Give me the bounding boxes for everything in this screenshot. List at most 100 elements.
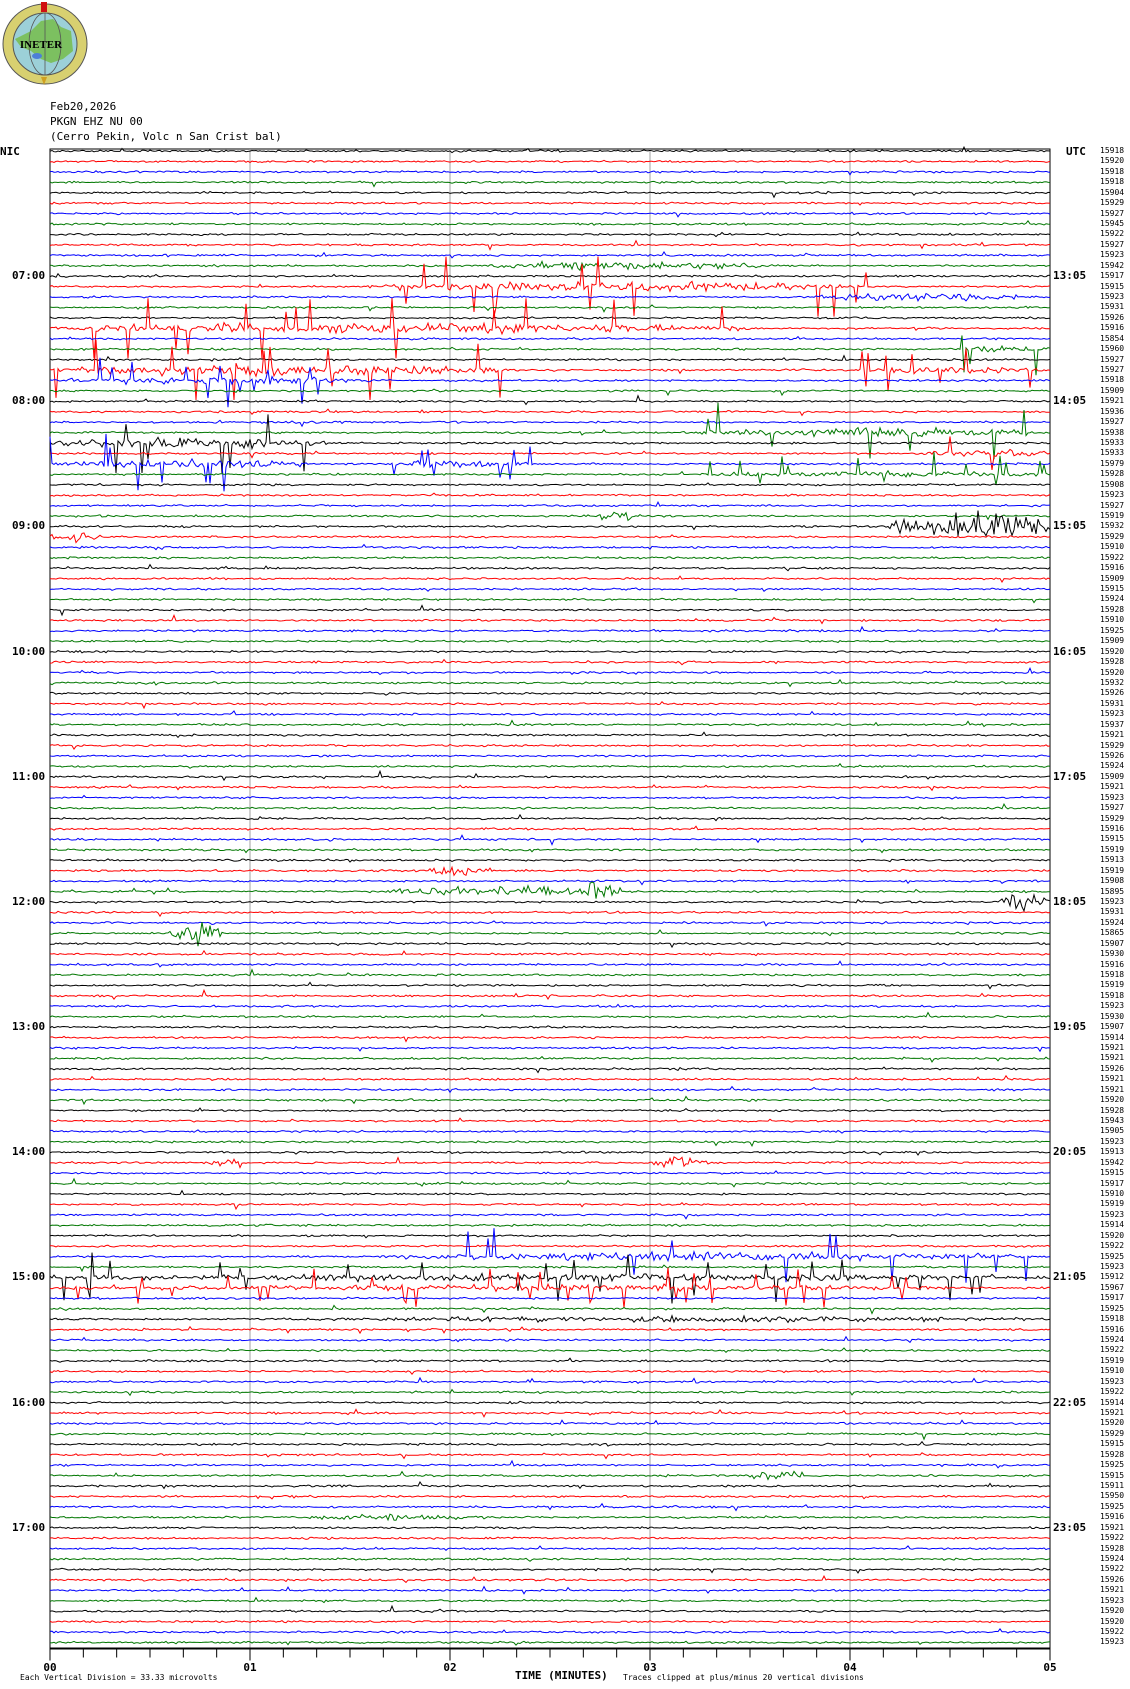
trace-row-21: [49, 339, 1051, 401]
trace-row-87: [49, 1055, 1051, 1063]
row-value-label: 15928: [1100, 1449, 1125, 1459]
row-value-label: 15930: [1100, 1011, 1125, 1021]
row-value-label: 15924: [1100, 1335, 1125, 1345]
station-label: (Cerro Pekin, Volc n San Crist bal): [50, 130, 282, 143]
x-tick-label: 03: [643, 1661, 657, 1675]
row-value-label: 15917: [1100, 1293, 1125, 1303]
row-value-label: 15922: [1100, 1533, 1125, 1543]
row-value-label: 15919: [1100, 511, 1125, 521]
row-value-label: 15920: [1100, 1095, 1125, 1105]
utc-time-label: 18:05: [1053, 894, 1087, 908]
trace-row-16: [49, 316, 1051, 320]
row-value-label: 15916: [1100, 563, 1125, 573]
row-value-label: 15923: [1100, 1001, 1125, 1011]
trace-row-63: [49, 803, 1051, 810]
trace-row-85: [49, 1035, 1051, 1043]
row-value-label: 15927: [1100, 365, 1125, 375]
trace-row-55: [49, 719, 1050, 728]
row-value-label: 15938: [1100, 427, 1125, 437]
row-value-label: 15910: [1100, 1189, 1125, 1198]
row-value-label: 15915: [1100, 584, 1125, 594]
trace-row-123: [49, 1432, 1051, 1441]
row-value-label: 15926: [1100, 750, 1125, 760]
row-value-label: 15923: [1100, 896, 1125, 906]
trace-row-77: [49, 949, 1051, 957]
row-value-label: 15920: [1100, 646, 1125, 656]
utc-time-label: 17:05: [1053, 769, 1087, 783]
trace-row-128: [49, 1480, 1051, 1490]
trace-row-93: [49, 1117, 1051, 1123]
trace-row-132: [49, 1525, 1051, 1530]
trace-row-46: [49, 625, 1051, 633]
row-value-label: 15979: [1100, 458, 1125, 468]
trace-row-25: [49, 408, 1050, 417]
trace-row-114: [49, 1335, 1051, 1344]
row-value-label: 15918: [1100, 969, 1125, 979]
trace-row-125: [49, 1452, 1051, 1460]
row-value-label: 15920: [1100, 667, 1125, 677]
trace-row-56: [49, 731, 1050, 739]
row-value-label: 15909: [1100, 771, 1125, 781]
trace-row-100: [49, 1189, 1051, 1196]
trace-row-72: [49, 892, 1051, 913]
trace-row-130: [49, 1502, 1051, 1512]
utc-time-label: 20:05: [1053, 1145, 1087, 1159]
trace-row-60: [49, 769, 1051, 782]
row-value-label: 15925: [1100, 1501, 1125, 1511]
row-value-label: 15932: [1100, 677, 1125, 687]
ineter-logo: INETER: [2, 2, 88, 85]
trace-row-61: [49, 784, 1051, 792]
row-value-label: 15895: [1100, 886, 1125, 896]
row-value-label: 15942: [1100, 260, 1125, 270]
row-value-label: 15928: [1100, 657, 1125, 667]
utc-time-label: 16:05: [1053, 644, 1087, 658]
x-tick-label: 00: [43, 1661, 57, 1675]
row-value-label: 15913: [1100, 1147, 1125, 1157]
row-value-label: 15924: [1100, 917, 1125, 927]
row-value-label: 15936: [1100, 406, 1125, 416]
row-value-label: 15919: [1100, 1355, 1125, 1365]
clip-note: Traces clipped at plus/minus 20 vertical…: [623, 1673, 864, 1682]
row-value-label: 15960: [1100, 344, 1125, 354]
row-value-label: 15927: [1100, 354, 1125, 364]
row-value-label: 15925: [1100, 1460, 1125, 1470]
row-value-label: 15916: [1100, 323, 1125, 333]
row-value-label: 15967: [1100, 1282, 1125, 1292]
row-value-label: 15920: [1100, 1418, 1125, 1428]
x-tick-label: 04: [843, 1661, 857, 1675]
trace-row-71: [49, 881, 1051, 899]
trace-row-34: [49, 500, 1051, 508]
trace-row-39: [49, 556, 1051, 560]
row-value-label: 15909: [1100, 636, 1125, 646]
row-value-label: 15904: [1100, 187, 1125, 197]
row-value-label: 15920: [1100, 1606, 1125, 1616]
trace-row-32: [49, 482, 1051, 487]
trace-row-139: [49, 1596, 1051, 1604]
trace-row-127: [49, 1470, 1051, 1481]
trace-row-83: [49, 1011, 1051, 1019]
trace-row-59: [49, 762, 1051, 769]
row-value-label: 15927: [1100, 803, 1125, 813]
row-value-label: 15923: [1100, 1262, 1125, 1271]
nic-time-label: 13:00: [12, 1020, 46, 1034]
row-value-label: 15865: [1100, 928, 1125, 938]
trace-row-4: [49, 190, 1051, 199]
row-value-label: 15916: [1100, 1512, 1125, 1522]
trace-row-108: [49, 1252, 1051, 1304]
utc-time-label: 13:05: [1053, 269, 1087, 283]
trace-row-0: [49, 145, 1051, 154]
trace-row-65: [49, 825, 1051, 831]
row-value-label: 15928: [1100, 1543, 1125, 1553]
row-value-label: 15923: [1100, 792, 1125, 802]
nic-time-label: 12:00: [12, 894, 46, 908]
utc-time-label: 23:05: [1053, 1520, 1087, 1534]
row-value-label: 15914: [1100, 1220, 1125, 1230]
trace-row-104: [49, 1233, 1051, 1239]
scale-note: Each Vertical Division = 33.33 microvolt…: [20, 1673, 218, 1682]
trace-row-140: [49, 1604, 1051, 1613]
row-value-label: 15914: [1100, 1032, 1125, 1042]
trace-row-8: [50, 231, 1051, 238]
trace-row-79: [49, 968, 1051, 977]
row-value-label: 15927: [1100, 208, 1125, 218]
